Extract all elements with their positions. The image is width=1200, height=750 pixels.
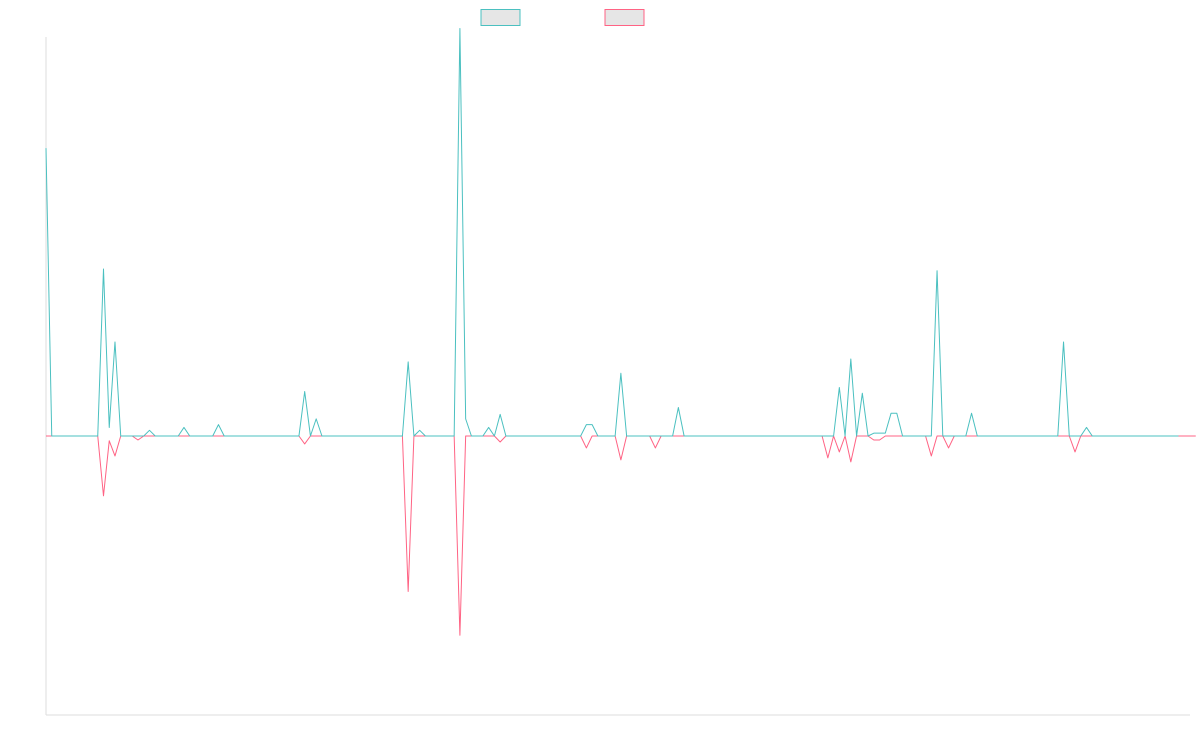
legend-swatch-1	[480, 9, 521, 26]
legend-item-2[interactable]	[604, 9, 645, 26]
legend-swatch-2	[604, 9, 645, 26]
legend-item-1[interactable]	[480, 9, 521, 26]
series-layer	[45, 27, 1196, 636]
axes	[45, 37, 1190, 716]
series-line-1	[45, 27, 1179, 437]
legend[interactable]	[480, 9, 645, 26]
series-line-2	[46, 435, 1196, 636]
